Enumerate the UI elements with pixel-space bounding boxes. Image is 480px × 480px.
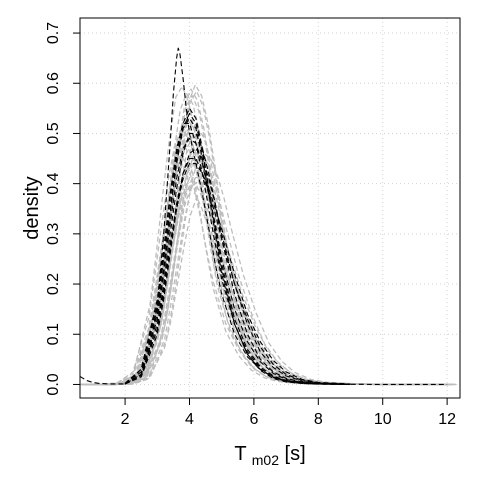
ensemble-series-line [88, 132, 443, 386]
ensemble-series-line [82, 176, 451, 386]
x-axis-title-main: T [234, 443, 246, 465]
highlighted-series-line [124, 117, 351, 385]
x-tick-label: 12 [438, 411, 456, 428]
highlighted-series-line [124, 132, 351, 385]
ensemble-series-line [80, 127, 448, 386]
y-tick-label: 0.3 [45, 223, 62, 245]
x-axis: 2 4 6 8 10 12 [121, 398, 456, 428]
ensemble-series-line [84, 132, 452, 386]
ensemble-series-line [85, 84, 453, 386]
ensemble-series-line [84, 123, 452, 386]
highlighted-series-line [124, 163, 351, 385]
highlighted-series-line [124, 122, 351, 385]
ensemble-series-line [89, 92, 445, 386]
ensemble-series-line [87, 191, 455, 386]
highlighted-series-layer [79, 47, 448, 385]
ensemble-series-line [87, 90, 455, 386]
y-tick-label: 0.1 [45, 323, 62, 345]
plot-frame [79, 17, 461, 399]
x-tick-label: 2 [121, 411, 130, 428]
x-tick-label: 10 [374, 411, 392, 428]
ensemble-series-line [82, 95, 451, 386]
ensemble-series-line [81, 88, 449, 386]
y-axis: 0.0 0.1 0.2 0.3 0.4 0.5 0.6 0.7 [45, 22, 80, 396]
y-tick-label: 0.4 [45, 172, 62, 194]
x-axis-title-suffix: [s] [285, 443, 306, 465]
y-tick-label: 0.2 [45, 273, 62, 295]
x-axis-title-subscript: m02 [252, 452, 279, 468]
ensemble-series-line [88, 141, 443, 386]
grid-layer [80, 18, 460, 398]
highlighted-series-line [124, 147, 351, 385]
y-tick-label: 0.6 [45, 72, 62, 94]
y-tick-label: 0.0 [45, 373, 62, 395]
x-tick-label: 4 [185, 411, 194, 428]
x-tick-label: 8 [314, 411, 323, 428]
x-axis-title: T m02 [s] [234, 443, 305, 470]
ensemble-series-layer [80, 84, 456, 386]
y-tick-label: 0.5 [45, 122, 62, 144]
y-tick-label: 0.7 [45, 22, 62, 44]
x-tick-label: 6 [249, 411, 258, 428]
highlighted-series-line [124, 137, 351, 385]
ensemble-series-line [88, 153, 456, 386]
y-axis-title: density [21, 176, 43, 239]
highlighted-series-line [124, 107, 351, 385]
